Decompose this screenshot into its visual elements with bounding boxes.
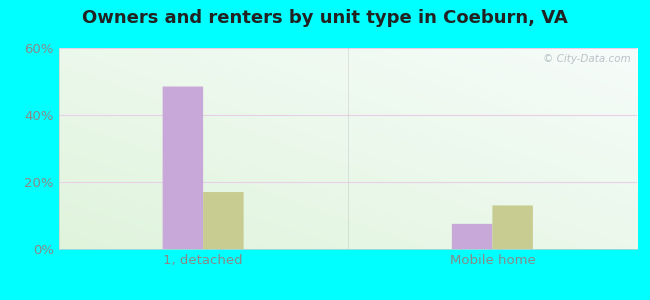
Bar [203,192,244,249]
Bar [493,206,533,249]
Text: Owners and renters by unit type in Coeburn, VA: Owners and renters by unit type in Coebu… [82,9,568,27]
Text: © City-Data.com: © City-Data.com [543,54,631,64]
Bar [452,224,492,249]
Bar [162,86,203,249]
